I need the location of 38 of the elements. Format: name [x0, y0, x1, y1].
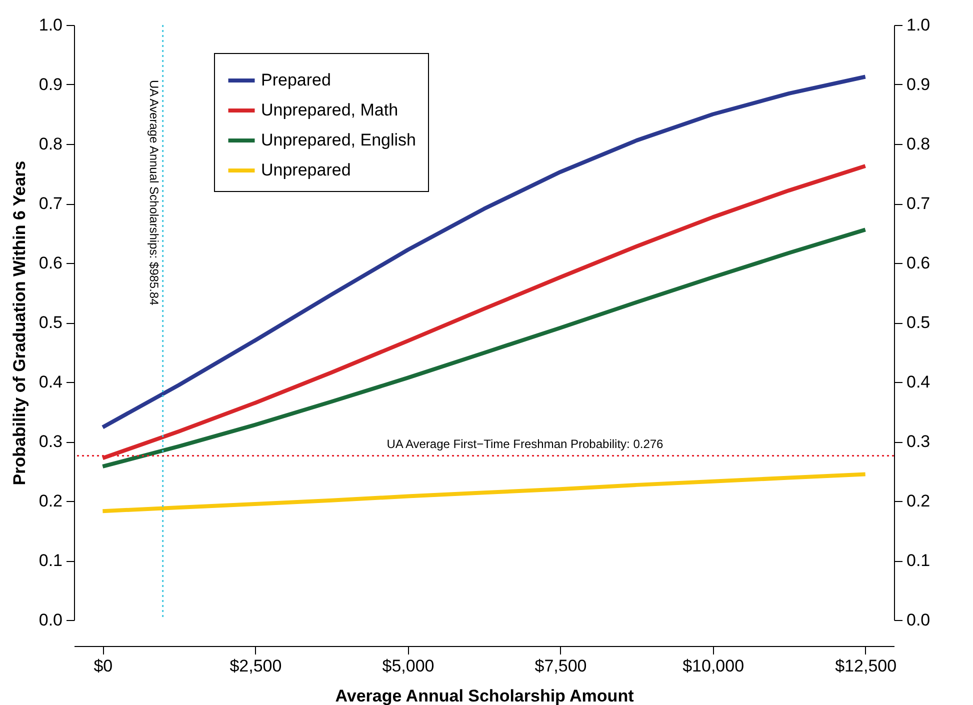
y-tick-label: 0.7	[38, 194, 62, 213]
y-axis-title: Probability of Graduation Within 6 Years	[10, 160, 29, 486]
y2-tick-label: 0.0	[906, 610, 930, 630]
x-tick-label: $7,500	[534, 656, 587, 676]
legend-label: Unprepared	[261, 160, 351, 180]
y-tick-label: 0.1	[38, 551, 62, 570]
x-tick-label: $10,000	[682, 656, 744, 676]
x-tick-label: $12,500	[835, 656, 897, 676]
ref-line-label: UA Average First−Time Freshman Probability: 0.276	[386, 436, 664, 451]
legend-label: Unprepared, English	[261, 130, 416, 150]
x-axis-title: Average Annual Scholarship Amount	[335, 686, 634, 705]
y-tick-label: 0.6	[38, 254, 62, 272]
x-tick-label: $0	[94, 656, 113, 676]
legend-label: Unprepared, Math	[261, 100, 398, 120]
y2-tick-label: 0.4	[906, 372, 930, 392]
y2-tick-label: 0.8	[906, 134, 930, 154]
y-tick-label: 0.0	[38, 610, 62, 630]
y2-tick-label: 0.7	[906, 194, 930, 213]
y2-tick-label: 0.6	[906, 254, 930, 272]
y-tick-label: 0.5	[38, 313, 62, 332]
y2-tick-label: 0.2	[906, 492, 930, 510]
y2-tick-label: 0.3	[906, 432, 930, 451]
y2-tick-label: 0.9	[906, 75, 930, 94]
line-series	[100, 472, 868, 514]
line-series	[100, 74, 868, 430]
y-tick-label: 1.0	[38, 16, 62, 34]
ref-line-label: UA Average Annual Scholarships: $985.84	[146, 80, 161, 306]
y2-tick-label: 1.0	[906, 16, 930, 34]
x-tick-label: $5,000	[382, 656, 434, 676]
y-tick-label: 0.9	[38, 75, 62, 94]
legend-label: Prepared	[261, 70, 331, 90]
x-tick-label: $2,500	[230, 656, 282, 676]
y-tick-label: 0.8	[38, 134, 62, 154]
y2-tick-label: 0.1	[906, 551, 930, 570]
y-tick-label: 0.3	[38, 432, 62, 451]
y-tick-label: 0.4	[38, 372, 62, 392]
y2-tick-label: 0.5	[906, 313, 930, 332]
y-tick-label: 0.2	[38, 492, 62, 510]
